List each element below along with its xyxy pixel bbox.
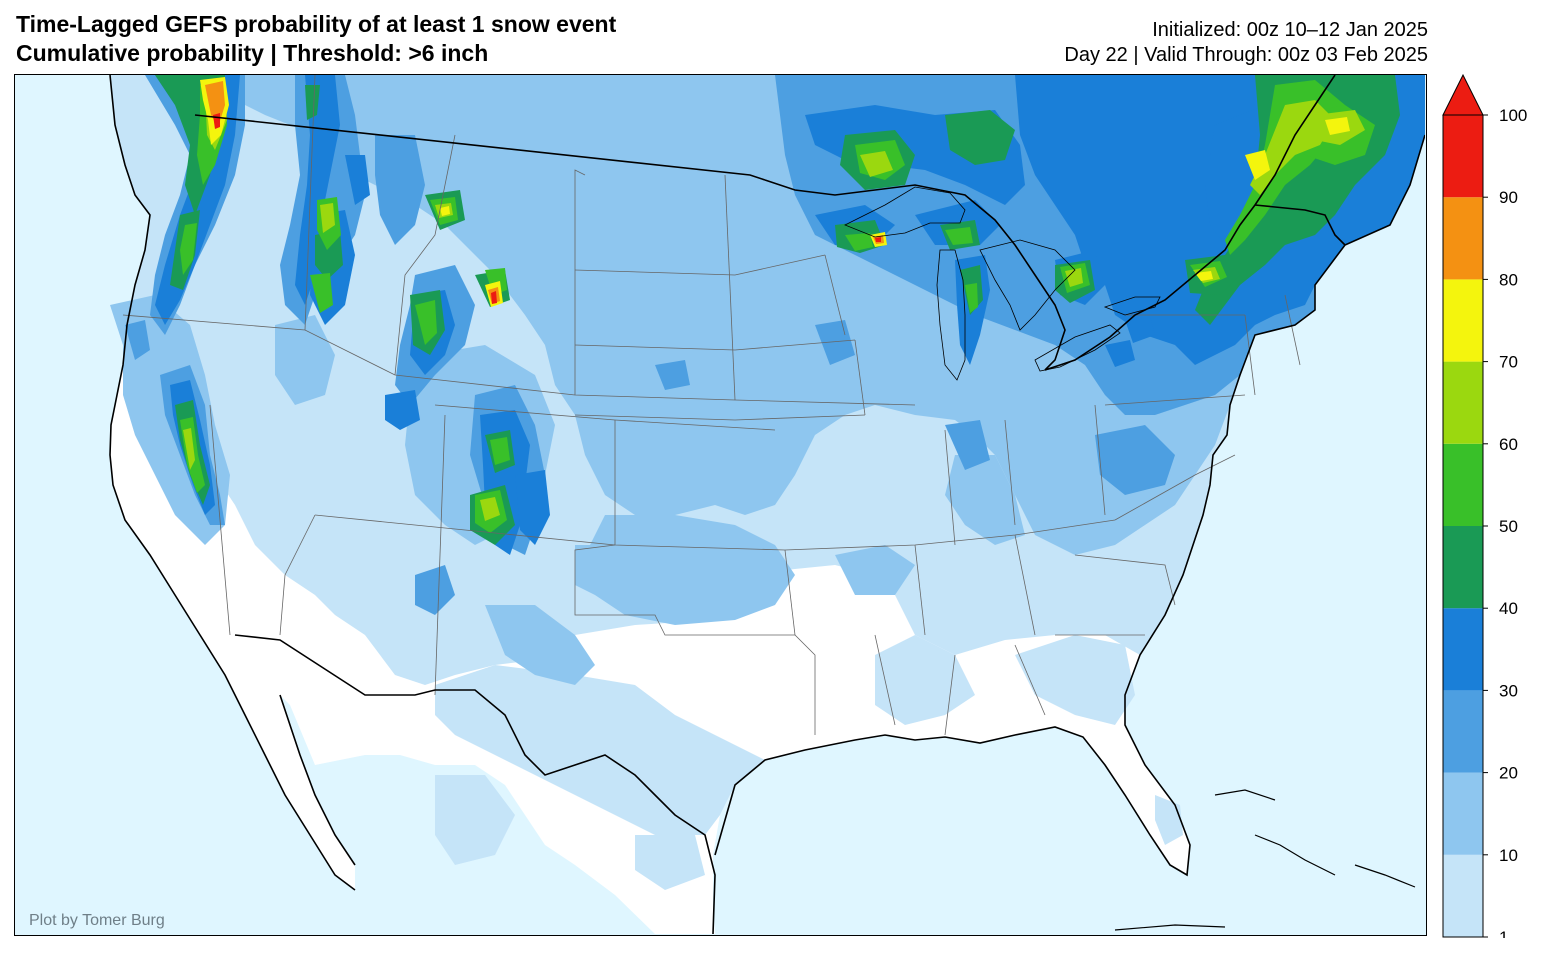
colorbar-segment <box>1443 526 1483 609</box>
colorbar-segments <box>1442 74 1484 938</box>
initialized-text: Initialized: 00z 10–12 Jan 2025 <box>1152 19 1428 41</box>
colorbar-segment <box>1443 690 1483 773</box>
colorbar-tick-label: 90 <box>1499 188 1518 207</box>
valid-text: Day 22 | Valid Through: 00z 03 Feb 2025 <box>1064 44 1428 66</box>
colorbar-tick-label: 1 <box>1499 928 1508 938</box>
credit-text: Plot by Tomer Burg <box>29 912 165 929</box>
title-block: Time-Lagged GEFS probability of at least… <box>16 10 616 68</box>
colorbar-tick-label: 60 <box>1499 435 1518 454</box>
colorbar-segment <box>1443 115 1483 198</box>
colorbar-tick-label: 70 <box>1499 353 1518 372</box>
probability-map: Plot by Tomer Burg <box>15 75 1425 934</box>
colorbar-tick-label: 10 <box>1499 846 1518 865</box>
colorbar-segment <box>1443 443 1483 526</box>
colorbar-labels: 1 10 20 30 40 50 60 70 80 90 100 <box>1483 106 1527 938</box>
init-info: Initialized: 00z 10–12 Jan 2025 Day 22 |… <box>1064 18 1428 68</box>
colorbar-tick-label: 80 <box>1499 270 1518 289</box>
colorbar-segment <box>1443 772 1483 855</box>
colorbar-tick-label: 30 <box>1499 681 1518 700</box>
colorbar-tick-label: 50 <box>1499 517 1518 536</box>
colorbar-segment <box>1443 854 1483 937</box>
state-boundaries <box>122 75 1301 736</box>
colorbar-segment <box>1443 608 1483 691</box>
colorbar-tick-label: 20 <box>1499 764 1518 783</box>
colorbar-tick-label: 100 <box>1499 106 1527 125</box>
map-subtitle: Cumulative probability | Threshold: >6 i… <box>16 40 489 66</box>
colorbar-extend-arrow <box>1442 74 1484 116</box>
colorbar-segment <box>1443 279 1483 362</box>
colorbar: 1 10 20 30 40 50 60 70 80 90 100 <box>1442 74 1527 938</box>
colorbar-segment <box>1443 361 1483 444</box>
coastlines-borders <box>109 75 1425 934</box>
colorbar-tick-label: 40 <box>1499 599 1518 618</box>
map-panel: Plot by Tomer Burg <box>14 74 1427 936</box>
map-title: Time-Lagged GEFS probability of at least… <box>16 11 617 37</box>
colorbar-segment <box>1443 197 1483 280</box>
